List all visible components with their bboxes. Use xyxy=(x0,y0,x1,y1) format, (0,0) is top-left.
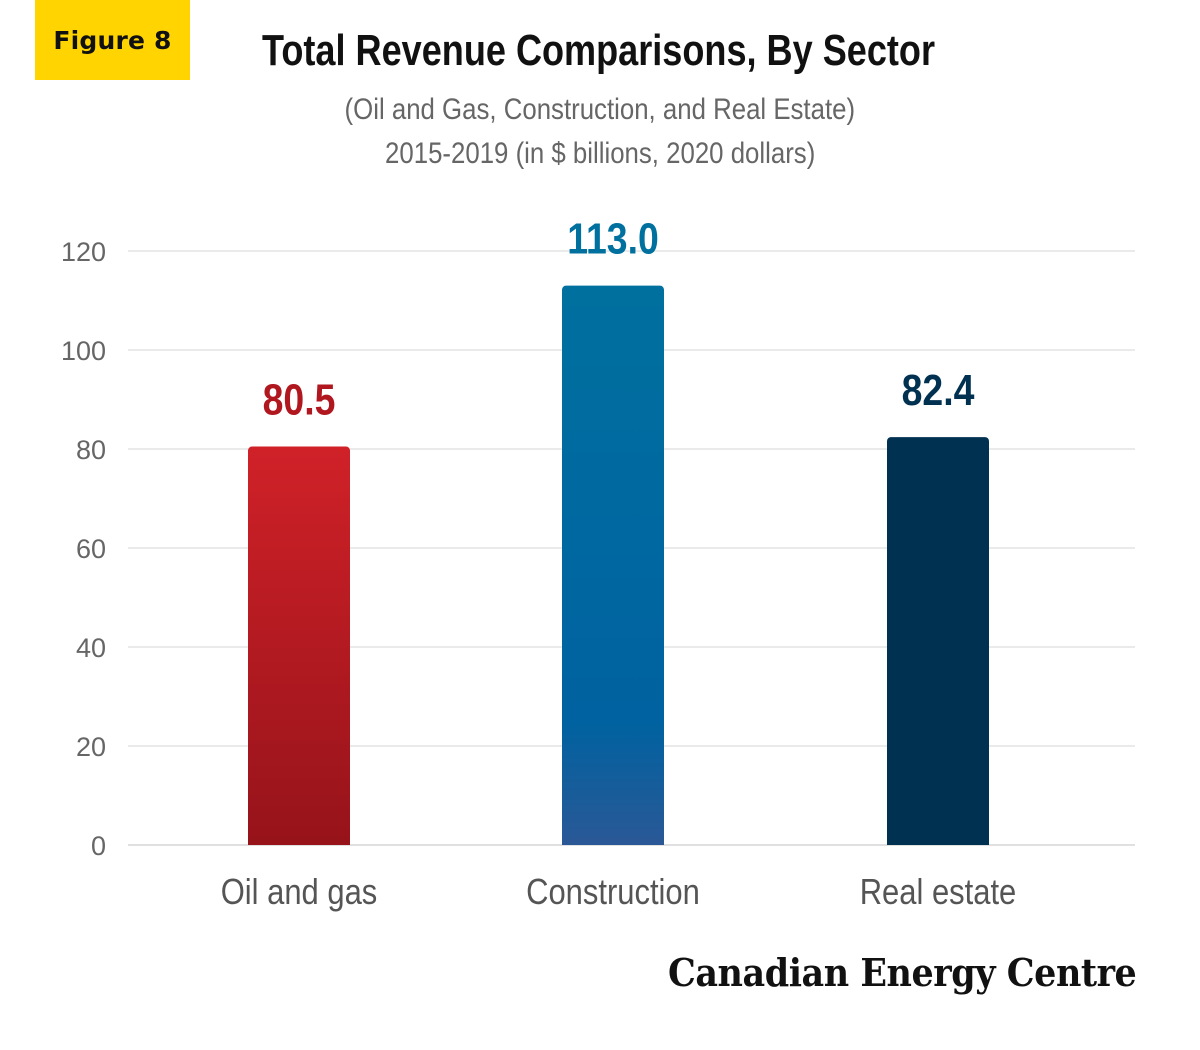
subtitle-line1-text: (Oil and Gas, Construction, and Real Est… xyxy=(344,93,856,126)
figure-label: Figure 8 xyxy=(53,25,172,55)
subtitle-line2-text: 2015-2019 (in $ billions, 2020 dollars) xyxy=(384,137,816,170)
y-tick-label: 120 xyxy=(61,237,106,267)
chart-subtitle-line1: (Oil and Gas, Construction, and Real Est… xyxy=(0,93,1200,127)
figure-badge: Figure 8 xyxy=(35,0,190,80)
x-category-label: Construction xyxy=(526,873,700,913)
y-tick-label: 0 xyxy=(91,831,106,861)
bars xyxy=(248,285,989,845)
data-label: 113.0 xyxy=(567,214,659,264)
data-label: 82.4 xyxy=(902,365,975,415)
chart-title: Total Revenue Comparisons, By Sector xyxy=(262,26,936,75)
bar-base xyxy=(248,839,350,845)
x-category-label: Real estate xyxy=(860,873,1017,913)
bar-real-estate xyxy=(887,437,989,845)
y-tick-label: 60 xyxy=(76,534,106,564)
y-tick-label: 20 xyxy=(76,732,106,762)
bar-oil-and-gas xyxy=(248,446,350,845)
brand-logo-text: Canadian Energy Centre xyxy=(668,950,1137,995)
x-category-label: Oil and gas xyxy=(221,873,378,913)
y-axis-ticks: 0 20 40 60 80 100 120 xyxy=(61,237,106,861)
chart-subtitle-line2: 2015-2019 (in $ billions, 2020 dollars) xyxy=(0,137,1200,171)
y-tick-label: 80 xyxy=(76,435,106,465)
y-tick-label: 40 xyxy=(76,633,106,663)
data-labels: 80.5 113.0 82.4 xyxy=(263,214,975,424)
x-axis-categories: Oil and gas Construction Real estate xyxy=(221,873,1017,913)
y-tick-label: 100 xyxy=(61,336,106,366)
bar-construction xyxy=(562,285,664,845)
data-label: 80.5 xyxy=(263,375,336,425)
bar-base xyxy=(562,839,664,845)
bar-base xyxy=(887,839,989,845)
